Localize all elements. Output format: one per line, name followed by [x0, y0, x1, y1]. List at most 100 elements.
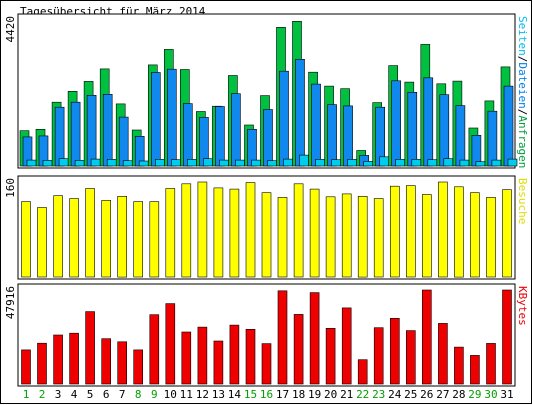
bar-kbytes-day-14 — [229, 324, 240, 385]
bar-seiten-day-27 — [443, 158, 454, 167]
bar-besuche-day-7 — [117, 196, 127, 278]
bar-dateien-day-9 — [151, 72, 161, 167]
series-legend-label: Besuche — [516, 178, 529, 224]
x-tick-label: 6 — [103, 388, 110, 401]
bar-kbytes-day-21 — [341, 307, 352, 385]
bar-kbytes-day-17 — [277, 290, 288, 385]
x-tick-label: 30 — [484, 388, 497, 401]
x-tick-label: 10 — [164, 388, 177, 401]
bar-seiten-day-19 — [315, 159, 325, 167]
bar-besuche-day-27 — [438, 181, 448, 278]
bar-kbytes-day-3 — [53, 334, 63, 385]
bar-seiten-day-11 — [187, 159, 197, 167]
x-tick-label: 8 — [135, 388, 142, 401]
bar-besuche-day-30 — [486, 197, 496, 278]
panels-layer: 4420 Seiten/Dateien/Anfragen 160 Besuche 479… — [4, 13, 529, 387]
bar-kbytes-day-1 — [21, 349, 31, 385]
bar-dateien-day-21 — [343, 105, 353, 167]
bar-seiten-day-13 — [219, 159, 229, 167]
x-tick-label: 9 — [151, 388, 158, 401]
bar-seiten-day-22 — [363, 161, 374, 167]
bar-dateien-day-25 — [407, 92, 418, 167]
bar-besuche-day-17 — [277, 197, 288, 278]
bar-besuche-day-15 — [245, 182, 256, 278]
bar-seiten-day-7 — [122, 160, 133, 167]
bar-besuche-day-10 — [165, 188, 176, 278]
bar-kbytes-day-18 — [293, 314, 304, 385]
x-tick-label: 19 — [308, 388, 321, 401]
x-tick-label: 28 — [452, 388, 465, 401]
x-tick-label: 22 — [356, 388, 369, 401]
panel-3: 47916 KBytes — [4, 283, 529, 387]
bar-seiten-day-5 — [90, 158, 101, 167]
x-tick-label: 26 — [420, 388, 433, 401]
bar-besuche-day-26 — [421, 194, 432, 278]
bar-kbytes-day-19 — [309, 292, 320, 385]
bar-seiten-day-15 — [251, 159, 261, 167]
bar-kbytes-day-9 — [149, 314, 160, 385]
bar-besuche-day-5 — [85, 188, 95, 278]
bar-seiten-day-9 — [155, 159, 165, 167]
bar-kbytes-day-25 — [405, 330, 416, 385]
x-tick-label: 11 — [180, 388, 193, 401]
bar-dateien-day-5 — [86, 95, 97, 167]
series-besuche — [21, 181, 512, 278]
bar-besuche-day-18 — [293, 183, 304, 278]
legend-part: Dateien — [516, 62, 529, 108]
bar-kbytes-day-20 — [325, 327, 336, 385]
bar-seiten-day-2 — [42, 160, 53, 167]
bar-kbytes-day-2 — [37, 342, 47, 385]
bar-seiten-day-17 — [283, 158, 293, 167]
bar-besuche-day-2 — [37, 207, 47, 278]
bar-dateien-day-28 — [455, 105, 466, 167]
bar-kbytes-day-12 — [197, 326, 208, 385]
bar-seiten-day-1 — [26, 159, 37, 167]
legend-part: KBytes — [516, 286, 529, 326]
bar-kbytes-day-13 — [213, 340, 224, 385]
bar-besuche-day-12 — [197, 181, 208, 278]
bar-kbytes-day-31 — [502, 289, 512, 385]
bar-seiten-day-29 — [475, 161, 486, 167]
series-legend-label: KBytes — [516, 286, 529, 326]
x-tick-label: 2 — [39, 388, 46, 401]
bar-dateien-day-26 — [423, 77, 434, 167]
x-tick-label: 14 — [228, 388, 242, 401]
x-tick-label: 24 — [388, 388, 402, 401]
bar-besuche-day-13 — [213, 187, 224, 278]
bar-seiten-day-28 — [459, 159, 470, 167]
x-axis-labels: 1 2 3 4 5 6 7 8 9 10 11 12 13 14 15 16 17 18 19 20 21 22 23 24 2… — [23, 388, 514, 401]
x-tick-label: 18 — [292, 388, 305, 401]
x-tick-label: 23 — [372, 388, 385, 401]
x-tick-label: 15 — [244, 388, 257, 401]
bar-besuche-day-3 — [53, 195, 63, 278]
bar-seiten-day-23 — [379, 156, 390, 167]
y-max-label: 4420 — [4, 16, 17, 43]
bar-kbytes-day-15 — [245, 328, 256, 385]
x-tick-label: 27 — [436, 388, 449, 401]
bar-kbytes-day-11 — [181, 331, 192, 385]
bar-kbytes-day-24 — [389, 317, 400, 385]
bar-dateien-day-19 — [311, 83, 321, 167]
bar-besuche-day-16 — [261, 192, 272, 278]
y-max-label: 160 — [4, 178, 17, 198]
x-tick-label: 4 — [71, 388, 78, 401]
bar-besuche-day-20 — [325, 196, 336, 278]
bar-kbytes-day-23 — [373, 327, 384, 385]
bar-besuche-day-6 — [101, 200, 111, 278]
bar-seiten-day-14 — [235, 159, 245, 167]
series-legend-label: Seiten/Dateien/Anfragen — [516, 16, 529, 168]
bar-dateien-day-30 — [487, 110, 498, 167]
series-seiten — [26, 154, 518, 167]
bar-dateien-day-20 — [327, 104, 337, 167]
bar-seiten-day-6 — [106, 159, 117, 167]
bar-kbytes-day-8 — [133, 349, 143, 385]
bar-dateien-day-7 — [118, 116, 129, 167]
x-tick-label: 16 — [260, 388, 273, 401]
bar-besuche-day-22 — [357, 196, 368, 278]
bar-besuche-day-29 — [470, 192, 480, 278]
bar-kbytes-day-4 — [69, 332, 79, 385]
bar-dateien-day-24 — [391, 80, 402, 167]
bar-dateien-day-29 — [471, 135, 482, 167]
bar-besuche-day-14 — [229, 188, 240, 278]
